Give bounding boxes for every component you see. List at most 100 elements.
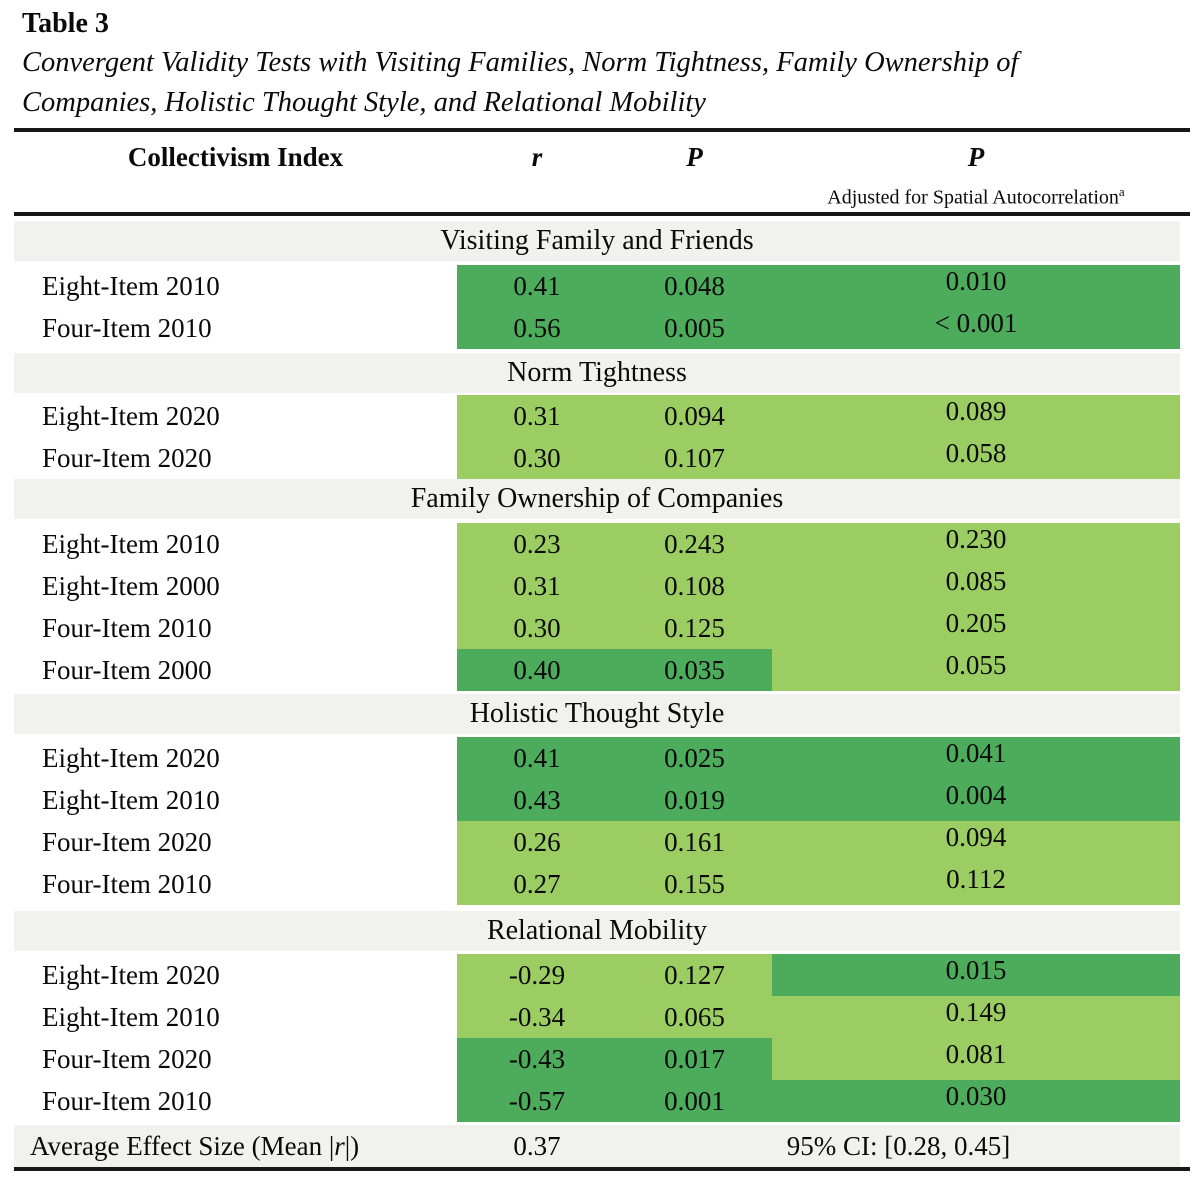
p-value: 0.125: [664, 612, 725, 643]
r-value: -0.43: [508, 1043, 566, 1074]
p-adjusted-value: 0.149: [945, 996, 1007, 1027]
p-adjusted-value-cell: 0.004: [772, 779, 1180, 821]
column-header-r: r: [531, 142, 543, 172]
row-label: Four-Item 2010: [14, 607, 457, 649]
p-value: 0.155: [664, 868, 725, 899]
r-value-cell: 0.40: [457, 649, 617, 691]
p-adjusted-value: 0.015: [945, 954, 1007, 985]
p-value-cell: 0.107: [617, 437, 772, 479]
summary-r-value: 0.37: [513, 1130, 561, 1161]
row-label: Eight-Item 2020: [14, 737, 457, 779]
column-subheader-adjusted: Adjusted for Spatial Autocorrelationa: [772, 180, 1180, 210]
section-header-relational-mobility: Relational Mobility: [14, 911, 1180, 951]
r-value: -0.29: [508, 959, 566, 990]
p-adjusted-value: 0.004: [945, 779, 1007, 810]
p-value-cell: 0.155: [617, 863, 772, 905]
r-value: 0.26: [513, 826, 561, 857]
p-adjusted-value: 0.094: [945, 821, 1007, 852]
p-value: 0.127: [664, 959, 725, 990]
section-header-visiting-family-and-friends: Visiting Family and Friends: [14, 221, 1180, 261]
row-label: Four-Item 2020: [14, 1038, 457, 1080]
r-value-cell: 0.26: [457, 821, 617, 863]
p-adjusted-value: 0.112: [946, 863, 1006, 894]
r-value-cell: -0.34: [457, 996, 617, 1038]
p-value: 0.243: [664, 528, 725, 559]
p-value: 0.048: [664, 270, 725, 301]
r-value: 0.56: [513, 312, 561, 343]
summary-confidence-interval: 95% CI: [0.28, 0.45]: [786, 1130, 1011, 1161]
p-value: 0.161: [664, 826, 725, 857]
p-adjusted-value: 0.058: [945, 437, 1007, 468]
r-value: -0.57: [508, 1085, 566, 1116]
summary-label-suffix: |): [344, 1130, 360, 1161]
table-row: Eight-Item 2020 0.31 0.094 0.089: [14, 395, 1180, 437]
r-value: -0.34: [508, 1001, 566, 1032]
p-value-cell: 0.017: [617, 1038, 772, 1080]
table-row: Four-Item 2010 -0.57 0.001 0.030: [14, 1080, 1180, 1122]
row-label: Four-Item 2010: [14, 863, 457, 905]
p-adjusted-value-cell: 0.112: [772, 863, 1180, 905]
table-row: Four-Item 2020 0.30 0.107 0.058: [14, 437, 1180, 479]
table-row: Eight-Item 2010 0.43 0.019 0.004: [14, 779, 1180, 821]
p-value: 0.025: [664, 742, 725, 773]
row-label: Eight-Item 2020: [14, 954, 457, 996]
r-value-cell: -0.57: [457, 1080, 617, 1122]
p-value-cell: 0.094: [617, 395, 772, 437]
p-value-cell: 0.005: [617, 307, 772, 349]
p-value: 0.035: [664, 654, 725, 685]
r-value-cell: 0.27: [457, 863, 617, 905]
p-value-cell: 0.108: [617, 565, 772, 607]
p-value: 0.005: [664, 312, 725, 343]
row-label: Eight-Item 2020: [14, 395, 457, 437]
r-value-cell: 0.31: [457, 395, 617, 437]
section-title: Norm Tightness: [507, 357, 687, 388]
section-title: Holistic Thought Style: [469, 698, 725, 729]
p-adjusted-value-cell: 0.089: [772, 395, 1180, 437]
p-value-cell: 0.048: [617, 265, 772, 307]
p-adjusted-value-cell: 0.055: [772, 649, 1180, 691]
column-header-p-adjusted: P: [967, 142, 985, 172]
r-value-cell: 0.30: [457, 437, 617, 479]
row-label: Eight-Item 2000: [14, 565, 457, 607]
r-value: 0.23: [513, 528, 561, 559]
r-value: 0.41: [513, 270, 561, 301]
p-adjusted-value: 0.089: [945, 395, 1007, 426]
table-row: Eight-Item 2000 0.31 0.108 0.085: [14, 565, 1180, 607]
section-title: Visiting Family and Friends: [440, 225, 754, 256]
p-value: 0.094: [664, 400, 725, 431]
r-value-cell: 0.41: [457, 737, 617, 779]
r-value: 0.27: [513, 868, 561, 899]
section-header-norm-tightness: Norm Tightness: [14, 353, 1180, 393]
column-header-collectivism-index: Collectivism Index: [127, 142, 344, 172]
r-value-cell: 0.56: [457, 307, 617, 349]
row-label: Eight-Item 2010: [14, 523, 457, 565]
table-row: Four-Item 2010 0.30 0.125 0.205: [14, 607, 1180, 649]
r-value-cell: -0.29: [457, 954, 617, 996]
adjusted-subheader-text: Adjusted for Spatial Autocorrelation: [827, 186, 1119, 209]
p-adjusted-value: 0.230: [945, 523, 1007, 554]
table-row: Four-Item 2020 -0.43 0.017 0.081: [14, 1038, 1180, 1080]
table-row: Four-Item 2000 0.40 0.035 0.055: [14, 649, 1180, 691]
table-title-line-1: Convergent Validity Tests with Visiting …: [22, 47, 1019, 78]
p-adjusted-value: 0.010: [945, 265, 1007, 296]
p-adjusted-value-cell: < 0.001: [772, 307, 1180, 349]
r-value-cell: 0.41: [457, 265, 617, 307]
table-row: Four-Item 2010 0.27 0.155 0.112: [14, 863, 1180, 905]
r-value: 0.41: [513, 742, 561, 773]
table-caption-block: Table 3 Convergent Validity Tests with V…: [22, 5, 1182, 123]
r-value-cell: 0.43: [457, 779, 617, 821]
row-label: Four-Item 2020: [14, 437, 457, 479]
section-title: Family Ownership of Companies: [410, 483, 784, 514]
table-header: Collectivism Index r P P Adjusted for Sp…: [14, 132, 1190, 216]
r-value-cell: 0.30: [457, 607, 617, 649]
r-value: 0.40: [513, 654, 561, 685]
p-value-cell: 0.001: [617, 1080, 772, 1122]
section-title: Relational Mobility: [486, 915, 708, 946]
row-label: Eight-Item 2010: [14, 265, 457, 307]
p-adjusted-value: 0.085: [945, 565, 1007, 596]
p-value-cell: 0.161: [617, 821, 772, 863]
summary-label-prefix: Average Effect Size (Mean |: [30, 1130, 335, 1161]
p-value-cell: 0.127: [617, 954, 772, 996]
summary-label: Average Effect Size (Mean | r |): [14, 1125, 457, 1167]
